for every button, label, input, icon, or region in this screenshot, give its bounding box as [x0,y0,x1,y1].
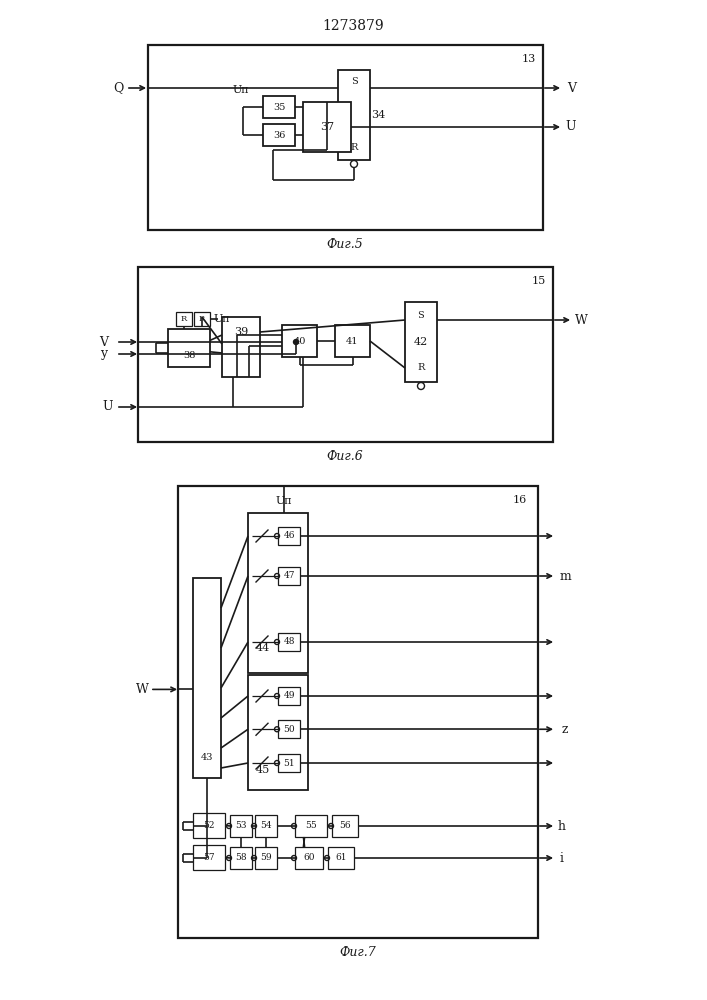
Text: 51: 51 [284,758,295,768]
Bar [278,633,300,651]
Bar [168,329,210,367]
Text: h: h [558,820,566,832]
Text: 46: 46 [284,532,295,540]
Text: 34: 34 [371,110,385,120]
Bar [194,312,210,326]
Text: 37: 37 [320,122,334,132]
Bar [178,486,538,938]
Text: 35: 35 [273,103,285,111]
Text: W: W [136,683,148,696]
Text: 52: 52 [203,821,215,830]
Text: m: m [559,570,571,582]
Bar [255,815,277,837]
Bar [263,96,295,118]
Text: Фиг.7: Фиг.7 [339,946,376,958]
Text: R: R [199,315,205,323]
Text: 1273879: 1273879 [322,19,384,33]
Bar [335,325,370,357]
Bar [295,847,323,869]
Text: R: R [350,143,358,152]
Bar [230,815,252,837]
Text: z: z [562,723,568,736]
Bar [193,578,221,778]
Bar [148,45,543,230]
Bar [405,302,437,382]
Bar [328,847,354,869]
Text: i: i [560,852,564,864]
Text: S: S [351,78,357,87]
Text: Uп: Uп [233,85,249,95]
Bar [278,754,300,772]
Text: 45: 45 [256,765,270,775]
Text: 61: 61 [335,854,346,862]
Text: 49: 49 [284,692,295,700]
Text: 55: 55 [305,822,317,830]
Text: 40: 40 [293,336,305,346]
Text: R: R [181,315,187,323]
Text: 13: 13 [522,54,536,64]
Text: 58: 58 [235,854,247,862]
Text: 15: 15 [532,276,546,286]
Text: 53: 53 [235,822,247,830]
Bar [332,815,358,837]
Text: Q: Q [113,82,123,95]
Text: 41: 41 [346,336,358,346]
Text: Фиг.6: Фиг.6 [327,450,363,464]
Bar [263,124,295,146]
Bar [248,675,308,790]
Circle shape [293,340,298,344]
Text: U: U [566,120,576,133]
Bar [230,847,252,869]
Text: 47: 47 [284,572,295,580]
Bar [278,527,300,545]
Bar [278,720,300,738]
Text: 44: 44 [256,643,270,653]
Text: 42: 42 [414,337,428,347]
Text: U: U [103,400,113,414]
Text: 36: 36 [273,130,285,139]
Text: 43: 43 [201,754,214,762]
Bar [176,312,192,326]
Text: V: V [568,82,576,95]
Bar [138,267,553,442]
Bar [278,567,300,585]
Text: 16: 16 [513,495,527,505]
Text: 50: 50 [284,725,295,734]
Text: 39: 39 [234,327,248,337]
Bar [278,687,300,705]
Text: 56: 56 [339,822,351,830]
Text: Uп: Uп [214,314,230,324]
Text: W: W [575,314,588,326]
Bar [222,317,260,377]
Bar [248,513,308,673]
Text: 59: 59 [260,854,271,862]
Bar [193,845,225,870]
Bar [282,325,317,357]
Bar [255,847,277,869]
Text: Uп: Uп [276,496,292,506]
Text: R: R [417,363,425,372]
Text: Фиг.5: Фиг.5 [327,237,363,250]
Bar [193,813,225,838]
Bar [303,102,351,152]
Text: 60: 60 [303,854,315,862]
Text: 38: 38 [183,351,195,360]
Text: y: y [100,348,107,360]
Text: 48: 48 [284,638,295,647]
Bar [338,70,370,160]
Bar [295,815,327,837]
Text: 57: 57 [203,853,215,862]
Text: 54: 54 [260,822,271,830]
Text: S: S [418,312,424,320]
Text: V: V [100,336,108,349]
